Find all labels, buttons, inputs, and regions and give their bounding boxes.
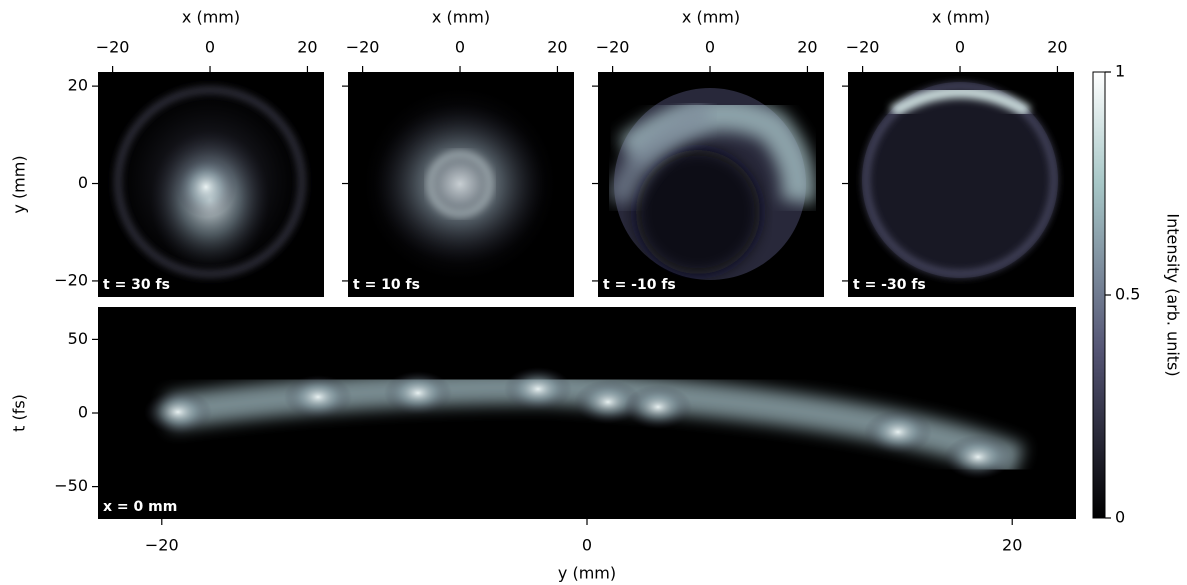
cbar-label: Intensity (arb. units) [1164,213,1183,376]
arc [889,86,1032,118]
y-tick-label: −20 [54,270,88,289]
y-label: y (mm) [10,155,29,213]
blob [504,367,572,411]
x-tick-label: 0 [205,38,215,57]
x-tick-label: −20 [596,38,630,57]
disk-dark [636,150,760,274]
blob [384,371,452,415]
y-tick-label: 0 [78,173,88,192]
x-tick-label: 0 [455,38,465,57]
blob [624,385,692,429]
x-tick-label: 20 [547,38,567,57]
heatmap [364,88,556,280]
colorbar [1092,71,1106,519]
x-tick-label: 20 [797,38,817,57]
x-tick-label: 20 [1002,536,1022,555]
blob [944,435,1012,479]
x-tick-label: −20 [346,38,380,57]
cbar-tick-label: 0 [1115,508,1125,527]
x-tick-label: 20 [1047,38,1067,57]
blob [574,380,642,424]
x-tick-label: −20 [96,38,130,57]
x-tick-label: −20 [145,536,179,555]
ring [427,151,493,217]
x-label: x (mm) [932,8,990,27]
x-tick-label: 0 [705,38,715,57]
annotation: t = -30 fs [853,277,926,293]
y-tick-label: 20 [68,76,88,95]
y-label: t (fs) [10,394,29,432]
y-tick-label: 0 [78,403,88,422]
y-tick-label: 50 [68,329,88,348]
x-tick-label: 20 [297,38,317,57]
cbar-tick-label: 0.5 [1115,285,1140,304]
blob [375,104,545,264]
cbar-tick-label: 1 [1115,62,1125,81]
x-label: x (mm) [432,8,490,27]
blob [864,410,932,454]
x-tick-label: 0 [955,38,965,57]
x-label: y (mm) [558,564,616,583]
heatmap [605,88,816,280]
annotation: t = 30 fs [103,277,170,293]
heatmap [114,86,306,278]
heatmap [862,82,1058,278]
heatmap [144,367,1025,479]
x-label: x (mm) [182,8,240,27]
x-tick-label: −20 [846,38,880,57]
disk [862,82,1058,278]
crescent [605,100,714,207]
blob [144,390,212,434]
ring-edge [115,87,305,277]
blob [176,157,236,217]
x-tick-label: 0 [582,536,592,555]
annotation: t = 10 fs [353,277,420,293]
y-tick-label: −50 [54,476,88,495]
annotation: t = -10 fs [603,277,676,293]
x-label: x (mm) [682,8,740,27]
annotation: x = 0 mm [103,499,177,515]
blob [284,375,352,419]
